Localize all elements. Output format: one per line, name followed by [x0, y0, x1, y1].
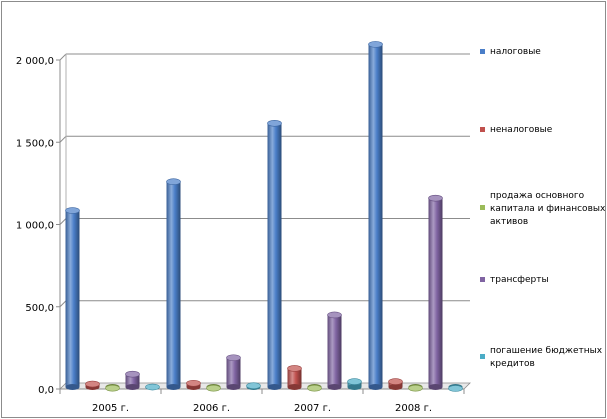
- bar-base: [327, 384, 342, 390]
- legend-swatch: [480, 127, 485, 132]
- x-tick-label: 2008 г.: [395, 403, 432, 414]
- bar-base: [368, 384, 383, 390]
- bar-top: [307, 384, 322, 392]
- legend-label: неналоговые: [490, 125, 553, 135]
- bar: [65, 210, 80, 387]
- bar: [125, 374, 140, 387]
- bar-top: [327, 311, 342, 319]
- legend-swatch: [480, 49, 485, 54]
- bar: [368, 44, 383, 388]
- gridline-depth: [59, 135, 67, 143]
- gridline-depth: [59, 300, 67, 308]
- bar-top: [388, 378, 403, 385]
- bar: [428, 198, 443, 387]
- bar: [166, 181, 181, 387]
- bar: [287, 368, 302, 387]
- bar-top: [287, 365, 302, 372]
- bar-top: [267, 120, 282, 127]
- y-tick-label: 500,0: [25, 303, 54, 314]
- bar-top: [428, 194, 443, 202]
- legend-label: трансферты: [490, 275, 549, 285]
- bar-top: [65, 207, 80, 214]
- bar-base: [226, 384, 241, 390]
- bar-top: [105, 384, 120, 392]
- x-tick-label: 2006 г.: [193, 403, 230, 414]
- bar-top: [246, 382, 261, 390]
- bar-top: [448, 385, 463, 392]
- legend-swatch: [480, 354, 485, 359]
- y-tick-label: 1 000,0: [16, 221, 54, 232]
- bar-top: [186, 379, 201, 387]
- y-tick-label: 0,0: [38, 385, 54, 396]
- x-tick-label: 2005 г.: [92, 403, 129, 414]
- legend-label: продажа основного капитала и финансовых ак…: [490, 191, 605, 227]
- bar-top: [347, 378, 362, 385]
- bar-base: [428, 384, 443, 390]
- bar-base: [125, 384, 140, 390]
- bar-top: [125, 370, 140, 378]
- bar: [267, 123, 282, 388]
- y-tick-label: 1 500,0: [16, 138, 54, 149]
- bar-top: [408, 384, 423, 392]
- legend-swatch: [480, 277, 485, 282]
- bar-top: [166, 178, 181, 186]
- y-tick-label: 2 000,0: [16, 56, 54, 67]
- legend-label: погашение бюджетных кредитов: [490, 346, 603, 369]
- bar-top: [206, 384, 221, 392]
- bar: [327, 314, 342, 387]
- bar-base: [166, 384, 181, 390]
- legend-swatch: [480, 205, 485, 210]
- bar-top: [85, 380, 100, 388]
- bar-top: [145, 383, 160, 391]
- gridline-depth: [59, 218, 67, 225]
- bar-base: [388, 384, 403, 390]
- x-tick-label: 2007 г.: [294, 403, 331, 414]
- bar-base: [287, 384, 302, 390]
- bar-base: [347, 384, 362, 390]
- bar-base: [267, 384, 282, 390]
- bar-base: [65, 384, 80, 390]
- bar-top: [226, 354, 241, 362]
- legend-label: налоговые: [490, 47, 541, 57]
- bar: [226, 357, 241, 387]
- gridline-depth: [59, 53, 67, 61]
- bar-top: [368, 41, 383, 48]
